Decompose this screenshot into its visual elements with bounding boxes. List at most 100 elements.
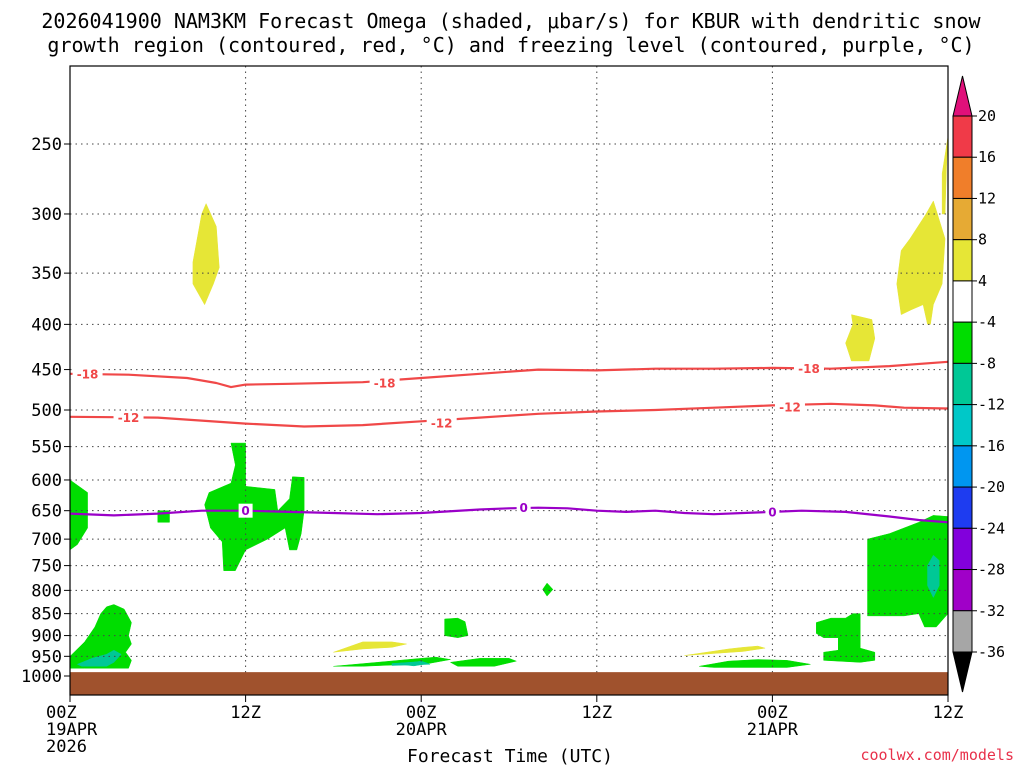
omega-shade-region-16	[699, 659, 811, 668]
contour-label-bg--12-1	[426, 415, 457, 430]
contour-label-bg-0-1	[516, 500, 531, 515]
contour-label-0: 0	[241, 504, 249, 518]
colorbar-tick-label: -28	[978, 561, 1005, 579]
omega-shade-region-18	[927, 554, 940, 599]
colorbar-swatch-4	[952, 280, 973, 323]
colorbar-swatch-8	[952, 445, 973, 488]
colorbar-tick-label: 16	[978, 148, 996, 166]
colorbar-tick-label: -36	[978, 643, 1005, 661]
colorbar-swatch-9	[952, 486, 973, 529]
chart-title-line-2: growth region (contoured, red, °C) and f…	[47, 33, 974, 57]
x-tick-label: 00Z	[406, 703, 437, 723]
colorbar-swatch-5	[952, 321, 973, 364]
contour-label--18: -18	[374, 376, 396, 390]
omega-shade-region-14	[333, 656, 451, 667]
omega-shade-region-4	[333, 641, 407, 653]
omega-shade-region-2	[896, 200, 946, 325]
colorbar: 20 16 12 8 4 -4 -8 -12 -16 -20 -24 -28 -32 -36	[952, 75, 1005, 693]
colorbar-tick-label: -12	[978, 396, 1005, 414]
omega-shade-region-1	[941, 136, 949, 215]
x-tick-label: 20APR	[396, 720, 448, 740]
colorbar-swatch-10	[952, 527, 973, 571]
contour-label-0: 0	[768, 505, 776, 519]
y-tick-label: 500	[31, 401, 62, 421]
y-tick-label: 400	[31, 315, 62, 335]
omega-shade-region-17	[76, 649, 122, 667]
y-tick-label: 700	[31, 530, 62, 550]
colorbar-tick-label: -24	[978, 519, 1005, 537]
credit-text: coolwx.com/models	[860, 746, 1014, 764]
y-tick-label: 450	[31, 361, 62, 381]
y-tick-label: 900	[31, 627, 62, 647]
colorbar-tick-label: 20	[978, 107, 996, 125]
colorbar-tick-label: 8	[978, 231, 987, 249]
y-tick-label: 300	[31, 205, 62, 225]
chart-title-line-1: 2026041900 NAM3KM Forecast Omega (shaded…	[41, 9, 981, 33]
x-tick-label: 2026	[46, 737, 87, 757]
omega-shade-region-8	[204, 442, 305, 571]
omega-shading-layer	[69, 136, 949, 669]
x-tick-label: 12Z	[581, 703, 612, 723]
omega-shade-region-3	[845, 314, 876, 362]
y-tick-label: 550	[31, 438, 62, 458]
x-tick-label: 19APR	[46, 720, 98, 740]
contour-label--12: -12	[431, 416, 453, 430]
colorbar-tick-label: -4	[978, 313, 996, 331]
plot-area: -18 -18 -18 -12 -12 -12 0 0 0	[69, 65, 949, 696]
contour-label-bg--12-2	[774, 399, 805, 414]
x-tick-label: 21APR	[747, 720, 799, 740]
y-tick-label: 1000	[21, 667, 62, 687]
contour-layer: -18 -18 -18 -12 -12 -12 0 0 0	[69, 360, 949, 524]
y-tick-label: 750	[31, 557, 62, 577]
y-tick-label: 800	[31, 581, 62, 601]
contour-label--18: -18	[77, 367, 99, 381]
colorbar-tick-label: 12	[978, 189, 996, 207]
omega-shade-region-15	[444, 617, 469, 638]
colorbar-tick-label: 4	[978, 272, 987, 290]
contour-line--12	[69, 402, 949, 428]
contour-label--12: -12	[779, 400, 801, 414]
contour-label--12: -12	[118, 411, 140, 425]
colorbar-swatch-3	[952, 239, 973, 282]
y-tick-label: 250	[31, 135, 62, 155]
contour-line-0	[69, 506, 949, 524]
contour-label-0: 0	[519, 501, 527, 515]
omega-shade-region-10	[867, 515, 949, 628]
y-tick-label: 600	[31, 471, 62, 491]
y-tick-label: 350	[31, 264, 62, 284]
y-tick-label: 850	[31, 605, 62, 625]
colorbar-bottom-arrow	[952, 651, 973, 693]
contour-label-bg-0-0	[238, 503, 253, 518]
colorbar-top-arrow	[952, 75, 973, 117]
x-tick-label: 00Z	[46, 703, 77, 723]
colorbar-swatch-6	[952, 362, 973, 406]
colorbar-swatch-2	[952, 197, 973, 241]
omega-shade-region-13	[449, 658, 518, 667]
x-tick-label: 12Z	[230, 703, 261, 723]
y-tick-label: 950	[31, 647, 62, 667]
omega-shade-region-11	[816, 613, 876, 663]
omega-shade-region-20	[391, 661, 431, 666]
contour-label--18: -18	[798, 362, 820, 376]
contour-label-bg--18-2	[793, 361, 824, 376]
contour-line--18	[69, 360, 949, 389]
colorbar-swatch-7	[952, 404, 973, 447]
colorbar-tick-label: -32	[978, 602, 1005, 620]
y-axis: 2503003504004505005506006507007508008509…	[21, 135, 70, 687]
plot-frame	[69, 65, 949, 696]
colorbar-swatch-0	[952, 115, 973, 158]
contour-label-bg--12-0	[113, 410, 144, 425]
colorbar-tick-label: -20	[978, 478, 1005, 496]
ground-fill	[70, 672, 948, 695]
colorbar-swatch-1	[952, 156, 973, 199]
ground-layer	[70, 672, 948, 695]
colorbar-tick-label: -8	[978, 354, 996, 372]
colorbar-swatch-11	[952, 569, 973, 612]
x-tick-label: 12Z	[933, 703, 964, 723]
colorbar-tick-label: -16	[978, 437, 1005, 455]
x-axis-title: Forecast Time (UTC)	[407, 746, 613, 767]
omega-shade-region-5	[684, 645, 766, 656]
x-tick-label: 00Z	[757, 703, 788, 723]
